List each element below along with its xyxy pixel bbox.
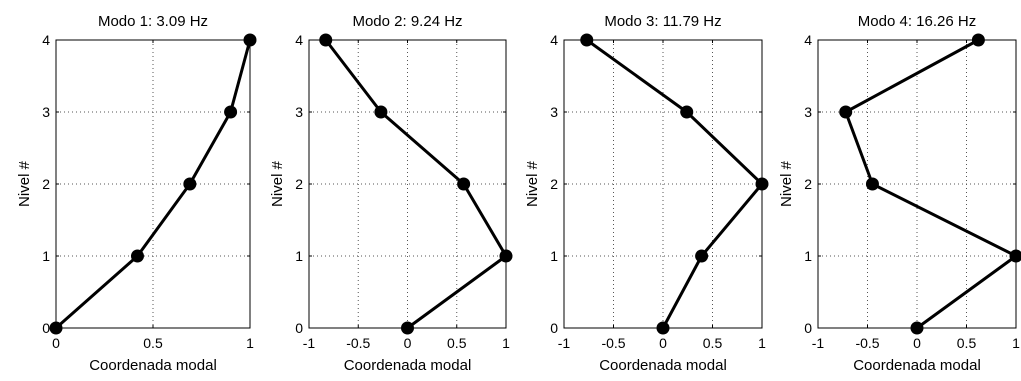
data-point (910, 321, 924, 335)
data-point (656, 321, 670, 335)
y-axis-label: Nivel # (16, 160, 33, 207)
x-tick-label: 0.5 (447, 335, 467, 351)
mode-panel-2: -1 -0.5 0 0.5 1 0 1 2 3 4 Modo 2: 9.24 Hz Coordenad… (269, 13, 513, 374)
x-tick-label: 1 (502, 335, 510, 351)
x-tick-label: -1 (303, 335, 316, 351)
y-axis-label: Nivel # (778, 160, 795, 207)
data-point (374, 105, 388, 119)
y-tick-label: 1 (550, 248, 558, 264)
data-point (1009, 249, 1021, 263)
mode-panel-3: -1 -0.5 0 0.5 1 0 1 2 3 4 Modo 3: 11.79 Hz Coordena… (524, 13, 769, 374)
x-tick-label: -0.5 (346, 335, 370, 351)
y-tick-label: 1 (42, 248, 50, 264)
x-tick-label: 0 (404, 335, 412, 351)
data-point (243, 33, 257, 47)
y-tick-label: 0 (42, 320, 50, 336)
y-tick-label: 3 (804, 104, 812, 120)
x-tick-label: -1 (812, 335, 825, 351)
x-tick-label: 0.5 (957, 335, 977, 351)
x-axis-label: Coordenada modal (89, 357, 217, 374)
data-point (865, 177, 879, 191)
data-point (971, 33, 985, 47)
data-point (499, 249, 513, 263)
x-tick-label: -1 (558, 335, 571, 351)
y-tick-label: 2 (42, 176, 50, 192)
x-tick-label: 0 (659, 335, 667, 351)
mode-panel-1: 0 0.5 1 0 1 2 3 4 Modo 1: 3.09 Hz Coordenada moda… (16, 13, 257, 374)
x-tick-label: -0.5 (855, 335, 879, 351)
y-tick-label: 1 (804, 248, 812, 264)
y-tick-label: 4 (42, 32, 50, 48)
x-tick-label: 1 (246, 335, 254, 351)
x-tick-label: 0.5 (703, 335, 723, 351)
y-axis-label: Nivel # (269, 160, 286, 207)
axes-box (55, 39, 251, 329)
x-tick-label: 1 (1012, 335, 1020, 351)
y-tick-label: 2 (295, 176, 303, 192)
y-tick-label: 3 (295, 104, 303, 120)
data-point (839, 105, 853, 119)
data-point (319, 33, 333, 47)
y-axis-label: Nivel # (524, 160, 541, 207)
panel-title: Modo 4: 16.26 Hz (858, 13, 976, 30)
y-tick-label: 3 (550, 104, 558, 120)
x-tick-label: 0 (913, 335, 921, 351)
x-axis-label: Coordenada modal (344, 357, 472, 374)
data-point (695, 249, 709, 263)
y-tick-label: 1 (295, 248, 303, 264)
y-tick-label: 0 (550, 320, 558, 336)
y-tick-label: 2 (550, 176, 558, 192)
x-tick-label: 0.5 (143, 335, 163, 351)
data-point (457, 177, 471, 191)
data-point (49, 321, 63, 335)
data-point (130, 249, 144, 263)
panel-title: Modo 2: 9.24 Hz (352, 13, 462, 30)
y-tick-label: 4 (550, 32, 558, 48)
data-point (680, 105, 694, 119)
x-tick-label: 1 (758, 335, 766, 351)
mode-panel-4: -1 -0.5 0 0.5 1 0 1 2 3 4 Modo 4: 16.26 Hz Coordena… (778, 13, 1021, 374)
x-tick-label: -0.5 (601, 335, 625, 351)
data-point (755, 177, 769, 191)
x-axis-label: Coordenada modal (853, 357, 981, 374)
panel-title: Modo 3: 11.79 Hz (604, 13, 721, 30)
data-point (401, 321, 414, 335)
data-point (183, 177, 197, 191)
data-point (224, 105, 238, 119)
x-tick-label: 0 (52, 335, 60, 351)
y-tick-label: 3 (42, 104, 50, 120)
y-tick-label: 0 (804, 320, 812, 336)
panel-title: Modo 1: 3.09 Hz (98, 13, 208, 30)
data-point (580, 33, 594, 47)
y-tick-label: 4 (804, 32, 812, 48)
y-tick-label: 0 (295, 320, 303, 336)
y-tick-label: 4 (295, 32, 303, 48)
x-axis-label: Coordenada modal (599, 357, 727, 374)
y-tick-label: 2 (804, 176, 812, 192)
